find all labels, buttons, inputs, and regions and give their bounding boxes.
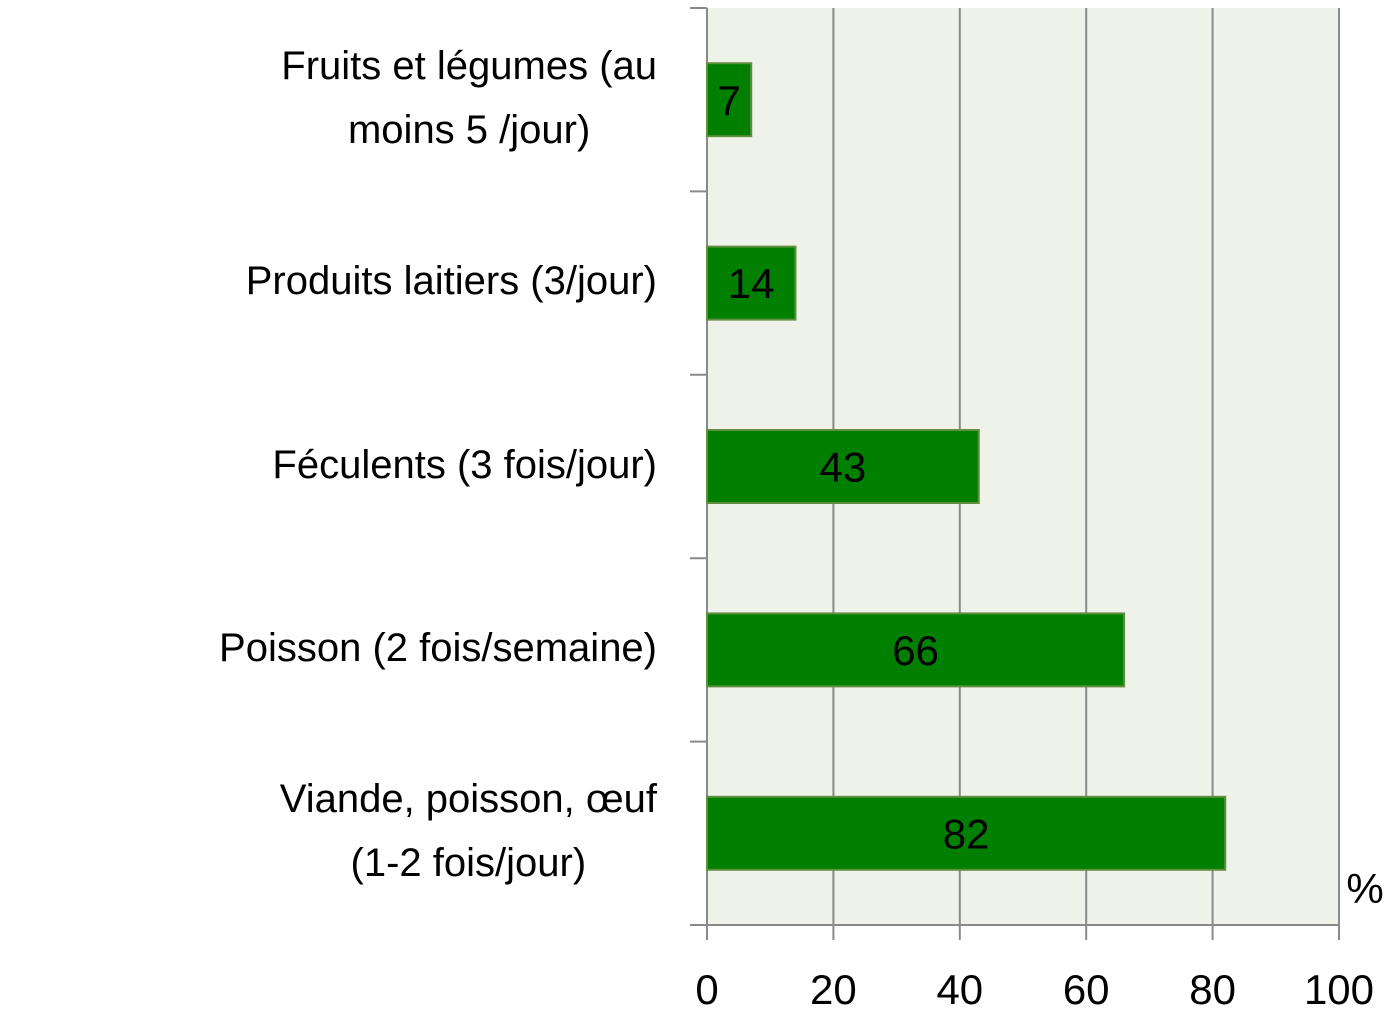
category-label: Poisson (2 fois/semaine) xyxy=(0,616,657,680)
value-label: 82 xyxy=(943,810,990,857)
category-text: Viande, poisson, œuf (1-2 fois/jour) xyxy=(279,777,657,886)
x-tick-label: 100 xyxy=(1304,966,1374,1013)
category-text: Produits laitiers (3/jour) xyxy=(245,259,657,304)
x-tick-label: 20 xyxy=(810,966,857,1013)
category-label: Féculents (3 fois/jour) xyxy=(0,433,657,497)
bar xyxy=(706,245,797,321)
x-tick-label: 80 xyxy=(1189,966,1236,1013)
bar xyxy=(706,62,753,138)
category-label: Viande, poisson, œuf (1-2 fois/jour) xyxy=(0,767,657,895)
category-text: Poisson (2 fois/semaine) xyxy=(219,625,657,670)
category-label: Fruits et légumes (au moins 5 /jour) xyxy=(0,34,657,162)
value-label: 14 xyxy=(728,260,775,307)
x-tick-label: 60 xyxy=(1063,966,1110,1013)
bar xyxy=(706,795,1227,871)
value-label: 66 xyxy=(892,627,939,674)
category-text: Fruits et légumes (au moins 5 /jour) xyxy=(281,43,657,152)
category-text: Féculents (3 fois/jour) xyxy=(272,442,657,487)
x-axis-label: % xyxy=(1346,865,1383,912)
x-tick-label: 40 xyxy=(936,966,983,1013)
x-tick-label: 0 xyxy=(695,966,718,1013)
bar xyxy=(706,612,1126,688)
bar xyxy=(706,429,980,504)
value-label: 7 xyxy=(717,77,740,124)
value-label: 43 xyxy=(820,444,867,491)
category-label: Produits laitiers (3/jour) xyxy=(0,249,657,313)
